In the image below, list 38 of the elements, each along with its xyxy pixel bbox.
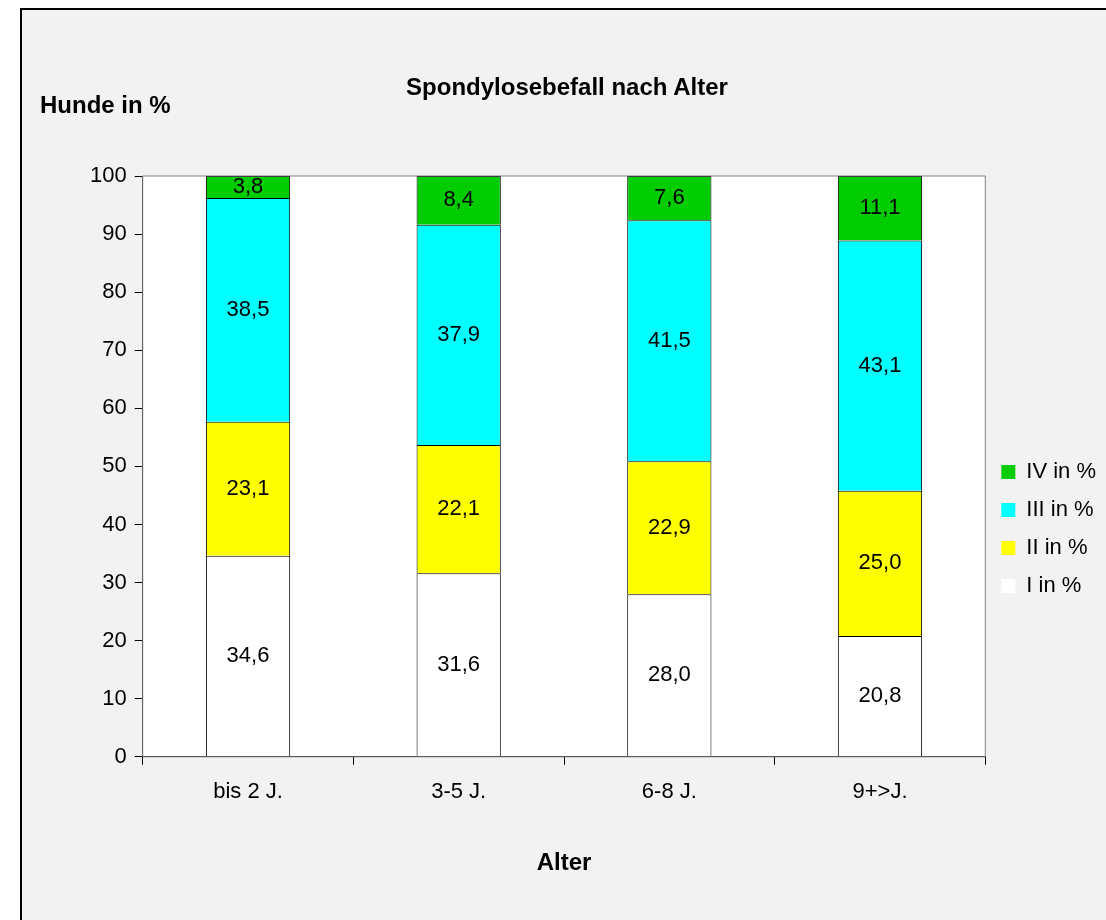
data-label: 20,8 [858,682,902,708]
y-tick-label: 60 [102,394,127,420]
y-tick-label: 40 [102,510,127,536]
y-axis-title: Hunde in % [40,90,171,118]
data-label: 43,1 [858,351,902,377]
data-label: 31,6 [437,650,481,676]
legend-label: IV in % [1026,458,1097,484]
y-tick-label: 90 [102,220,127,246]
data-label: 11,1 [859,194,901,220]
x-tick-label: bis 2 J. [213,778,283,804]
y-tick-label: 10 [102,684,127,710]
data-label: 34,6 [226,642,270,668]
x-tick-label: 9+>J. [852,778,908,804]
y-tick-label: 30 [102,568,127,594]
y-tick-label: 70 [102,336,127,362]
data-label: 28,0 [647,661,691,687]
y-tick-label: 80 [102,278,127,304]
data-label: 38,5 [226,295,270,321]
data-label: 22,9 [647,513,691,539]
data-label: 37,9 [437,320,481,346]
data-label: 23,1 [226,474,270,500]
legend-label: III in % [1026,496,1094,522]
x-tick-label: 6-8 J. [641,778,697,804]
y-tick-label: 20 [102,626,127,652]
legend-label: II in % [1026,534,1088,560]
data-label: 25,0 [858,549,902,575]
y-tick-label: 100 [89,162,127,188]
data-label: 3,8 [232,173,264,199]
chart-title: Spondylosebefall nach Alter [406,72,728,100]
legend-label: I in % [1026,572,1082,598]
x-tick-label: 3-5 J. [431,778,487,804]
data-label: 22,1 [437,495,481,521]
data-label: 7,6 [654,184,685,210]
x-axis-title: Alter [536,848,592,876]
y-tick-label: 50 [102,452,127,478]
data-label: 41,5 [647,326,691,352]
data-label: 8,4 [443,186,474,212]
y-tick-label: 0 [114,742,127,768]
